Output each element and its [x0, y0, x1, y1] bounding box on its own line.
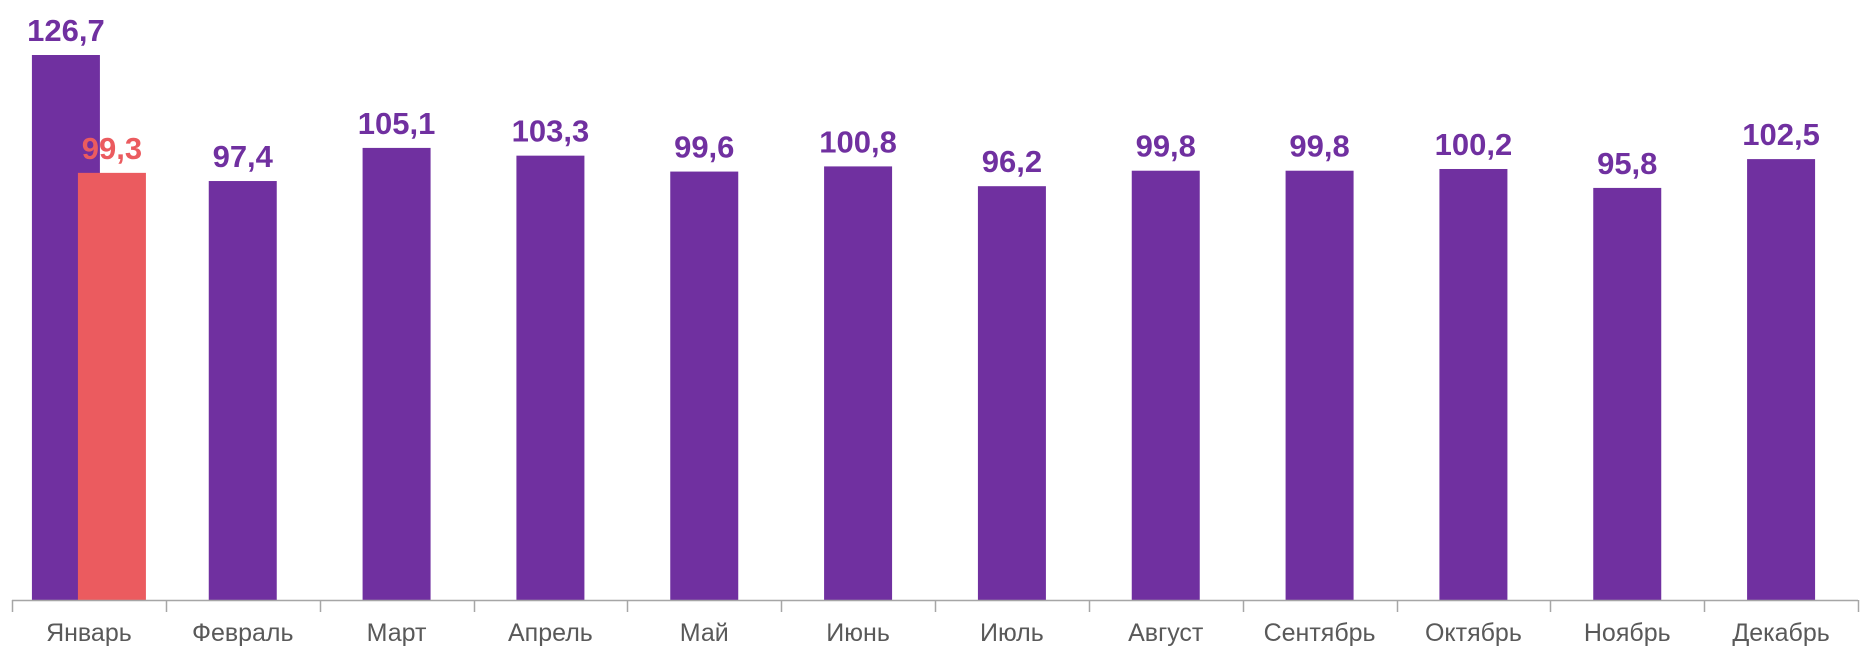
value-label-primary-1: 126,7 [27, 13, 105, 48]
value-labels-layer: 126,7 99,3 97,4 105,1 103,3 99,6 100,8 96,2 99,8… [27, 13, 1820, 181]
bar-primary-9 [1285, 170, 1354, 601]
x-tick-label-7: Июль [980, 619, 1044, 647]
bar-primary-8 [1131, 170, 1200, 601]
x-tick-label-11: Ноябрь [1584, 619, 1671, 647]
bar-primary-10 [1439, 168, 1508, 600]
x-axis [11, 599, 1860, 612]
bar-primary-12 [1747, 159, 1816, 600]
value-label-primary-3: 105,1 [358, 106, 436, 141]
value-label-primary-12: 102,5 [1742, 117, 1820, 152]
value-label-primary-8: 99,8 [1136, 129, 1196, 164]
bar-primary-11 [1593, 187, 1662, 601]
bar-primary-5 [670, 171, 739, 601]
bars-layer [31, 55, 1816, 601]
value-label-primary-9: 99,8 [1289, 129, 1349, 164]
x-tick-label-4: Апрель [508, 619, 593, 647]
x-tick-label-5: Май [680, 619, 729, 647]
x-tick-labels: Январь Февраль Март Апрель Май Июнь Июль Август… [46, 619, 1830, 647]
value-label-primary-11: 95,8 [1597, 146, 1657, 181]
x-tick-label-12: Декабрь [1732, 619, 1829, 647]
x-tick-label-8: Август [1128, 619, 1204, 647]
bar-primary-6 [824, 166, 893, 600]
x-tick-label-9: Сентябрь [1264, 619, 1376, 647]
value-label-primary-4: 103,3 [512, 114, 590, 149]
value-label-primary-10: 100,2 [1435, 127, 1513, 162]
x-tick-label-1: Январь [46, 619, 132, 647]
x-tick-label-10: Октябрь [1425, 619, 1522, 647]
x-tick-label-3: Март [367, 619, 427, 647]
bar-primary-4 [516, 155, 585, 600]
bar-secondary-1 [77, 172, 146, 600]
x-tick-label-6: Июнь [826, 619, 890, 647]
value-label-primary-6: 100,8 [819, 124, 897, 159]
value-label-secondary-1: 99,3 [82, 131, 142, 166]
bar-primary-2 [208, 181, 277, 600]
value-label-primary-5: 99,6 [674, 130, 734, 165]
bar-primary-3 [362, 147, 431, 600]
value-label-primary-7: 96,2 [982, 144, 1042, 179]
value-label-primary-2: 97,4 [213, 139, 274, 174]
x-tick-label-2: Февраль [192, 619, 294, 647]
bar-primary-7 [977, 186, 1046, 600]
